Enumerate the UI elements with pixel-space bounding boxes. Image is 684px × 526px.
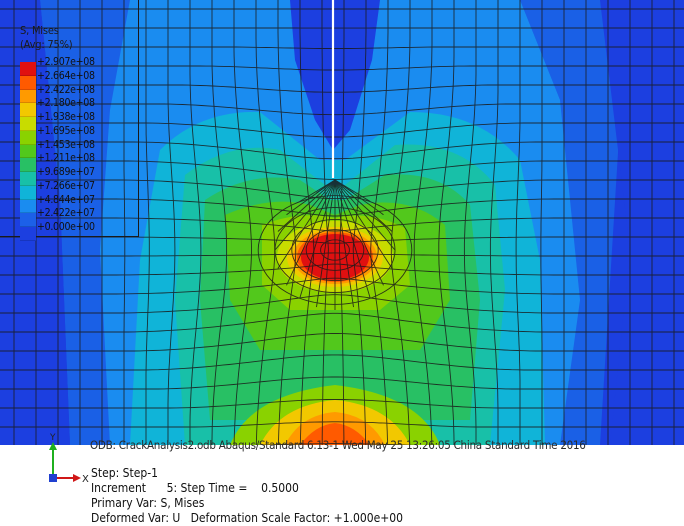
step-info: Step: Step-1 Increment 5: Step Time = 0.…	[91, 466, 403, 526]
legend-value-label: +2.180e+08	[37, 97, 95, 109]
legend-swatch	[20, 131, 36, 145]
legend-swatch	[20, 117, 36, 131]
coordinate-triad: Y X	[40, 430, 90, 490]
legend-value-label: +9.689e+07	[37, 166, 95, 178]
legend-value-label: +0.000e+00	[37, 221, 95, 233]
y-axis-arrowhead	[49, 442, 57, 450]
legend-swatch	[20, 200, 36, 214]
step-label: Step: Step-1	[91, 466, 403, 481]
legend-value-label: +2.422e+07	[37, 207, 95, 219]
legend-swatch	[20, 145, 36, 159]
legend-swatch	[20, 172, 36, 186]
legend-value-label: +2.664e+08	[37, 70, 95, 82]
legend-swatch	[20, 90, 36, 104]
legend-title: S, Mises	[20, 24, 59, 37]
legend-value-label: +7.266e+07	[37, 180, 95, 192]
contour-legend[interactable]: S, Mises (Avg: 75%) +2.907e+08 +2.664e+08…	[0, 0, 139, 237]
odb-info-line: ODB: CrackAnalysis2.odb Abaqus/Standard …	[90, 438, 586, 452]
legend-subtitle: (Avg: 75%)	[20, 38, 72, 51]
legend-value-label: +1.938e+08	[37, 111, 95, 123]
legend-swatch	[20, 158, 36, 172]
x-axis-label: X	[82, 474, 89, 485]
deformed-var-label: Deformed Var: U Deformation Scale Factor…	[91, 511, 403, 526]
legend-swatch	[20, 186, 36, 200]
increment-label: Increment 5: Step Time = 0.5000	[91, 481, 403, 496]
z-axis-marker	[49, 474, 57, 482]
legend-value-label: +1.453e+08	[37, 139, 95, 151]
primary-var-label: Primary Var: S, Mises	[91, 496, 403, 511]
legend-swatch	[20, 227, 36, 241]
legend-value-label: +1.211e+08	[37, 152, 95, 164]
x-axis-arrowhead	[73, 474, 81, 482]
legend-value-label: +2.422e+08	[37, 84, 95, 96]
legend-value-label: +4.844e+07	[37, 194, 95, 206]
legend-swatch	[20, 103, 36, 117]
legend-swatch	[20, 76, 36, 90]
legend-value-label: +1.695e+08	[37, 125, 95, 137]
legend-value-label: +2.907e+08	[37, 56, 95, 68]
y-axis-label: Y	[49, 433, 56, 443]
legend-swatch	[20, 213, 36, 227]
contour-viewport[interactable]: S, Mises (Avg: 75%) +2.907e+08 +2.664e+08…	[0, 0, 684, 445]
legend-swatch	[20, 62, 36, 76]
legend-color-bar	[20, 62, 36, 241]
